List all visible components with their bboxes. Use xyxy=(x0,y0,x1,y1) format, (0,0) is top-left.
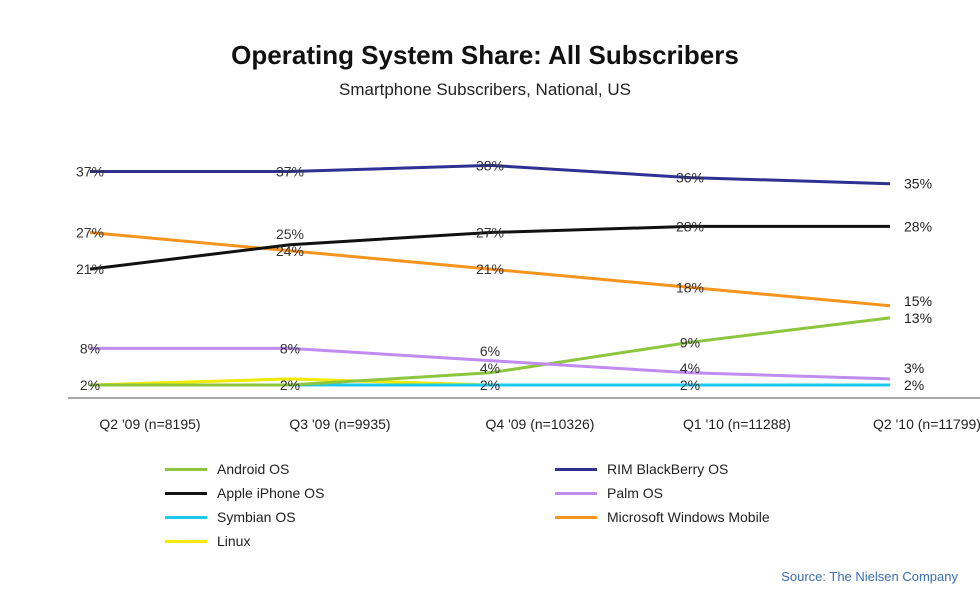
data-label: 21% xyxy=(76,261,104,277)
data-label: 38% xyxy=(476,157,504,173)
data-label: 13% xyxy=(904,310,932,326)
legend-item-android: Android OS xyxy=(165,461,289,477)
data-label: 9% xyxy=(680,334,700,350)
data-label: 37% xyxy=(276,164,304,180)
legend-label: Linux xyxy=(217,533,251,549)
legend-item-symbian: Symbian OS xyxy=(165,509,296,525)
legend-swatch xyxy=(555,467,597,471)
legend-swatch xyxy=(555,491,597,495)
data-label: 2% xyxy=(904,377,924,393)
series-line-rim-blackberry-os xyxy=(90,163,891,186)
series-line-microsoft-windows-mobile xyxy=(89,231,891,308)
data-label: 28% xyxy=(676,218,704,234)
data-label: 6% xyxy=(480,343,500,359)
x-tick-label: Q4 '09 (n=10326) xyxy=(485,416,595,432)
legend-item-windows-mobile: Microsoft Windows Mobile xyxy=(555,509,770,525)
x-tick-label: Q2 '09 (n=8195) xyxy=(99,416,201,432)
legend-label: Palm OS xyxy=(607,485,664,501)
x-tick-label: Q3 '09 (n=9935) xyxy=(289,416,391,432)
legend-item-rim: RIM BlackBerry OS xyxy=(555,461,728,477)
data-label: 35% xyxy=(904,176,932,192)
data-label: 28% xyxy=(904,218,932,234)
source-note: Source: The Nielsen Company xyxy=(781,569,958,584)
legend-swatch xyxy=(165,491,207,495)
legend-label: Symbian OS xyxy=(217,509,296,525)
data-label: 15% xyxy=(904,293,932,309)
legend-label: RIM BlackBerry OS xyxy=(607,461,729,477)
series-line-apple-iphone-os xyxy=(89,224,890,271)
legend-item-palm: Palm OS xyxy=(555,485,663,501)
legend-swatch xyxy=(555,515,597,519)
data-label: 4% xyxy=(680,360,700,376)
data-label: 18% xyxy=(676,279,704,295)
data-label: 8% xyxy=(280,340,300,356)
legend-label: Microsoft Windows Mobile xyxy=(607,509,770,525)
legend-label: Apple iPhone OS xyxy=(217,485,325,501)
data-label: 21% xyxy=(476,261,504,277)
x-tick-label: Q1 '10 (n=11288) xyxy=(683,416,791,432)
data-label: 3% xyxy=(904,360,924,376)
legend-label: Android OS xyxy=(217,461,290,477)
data-label: 2% xyxy=(480,377,500,393)
data-label: 27% xyxy=(76,225,104,241)
data-label: 2% xyxy=(80,377,100,393)
data-label: 27% xyxy=(476,225,504,241)
legend-item-linux: Linux xyxy=(165,533,250,549)
data-label: 24% xyxy=(276,243,304,259)
legend-item-iphone: Apple iPhone OS xyxy=(165,485,324,501)
legend-swatch xyxy=(165,515,207,519)
legend-swatch xyxy=(165,539,207,543)
data-label: 8% xyxy=(80,340,100,356)
data-label: 2% xyxy=(280,377,300,393)
x-tick-label: Q2 '10 (n=11799) xyxy=(873,416,980,432)
legend-swatch xyxy=(165,467,207,471)
chart-title: Operating System Share: All Subscribers xyxy=(231,40,739,70)
data-label: 25% xyxy=(276,226,304,242)
series-line-palm-os xyxy=(90,346,891,381)
data-label: 4% xyxy=(480,360,500,376)
data-label: 37% xyxy=(76,164,104,180)
data-label: 2% xyxy=(680,377,700,393)
chart-subtitle: Smartphone Subscribers, National, US xyxy=(339,80,631,99)
data-label: 36% xyxy=(676,170,704,186)
series-line-android-os xyxy=(90,316,891,387)
